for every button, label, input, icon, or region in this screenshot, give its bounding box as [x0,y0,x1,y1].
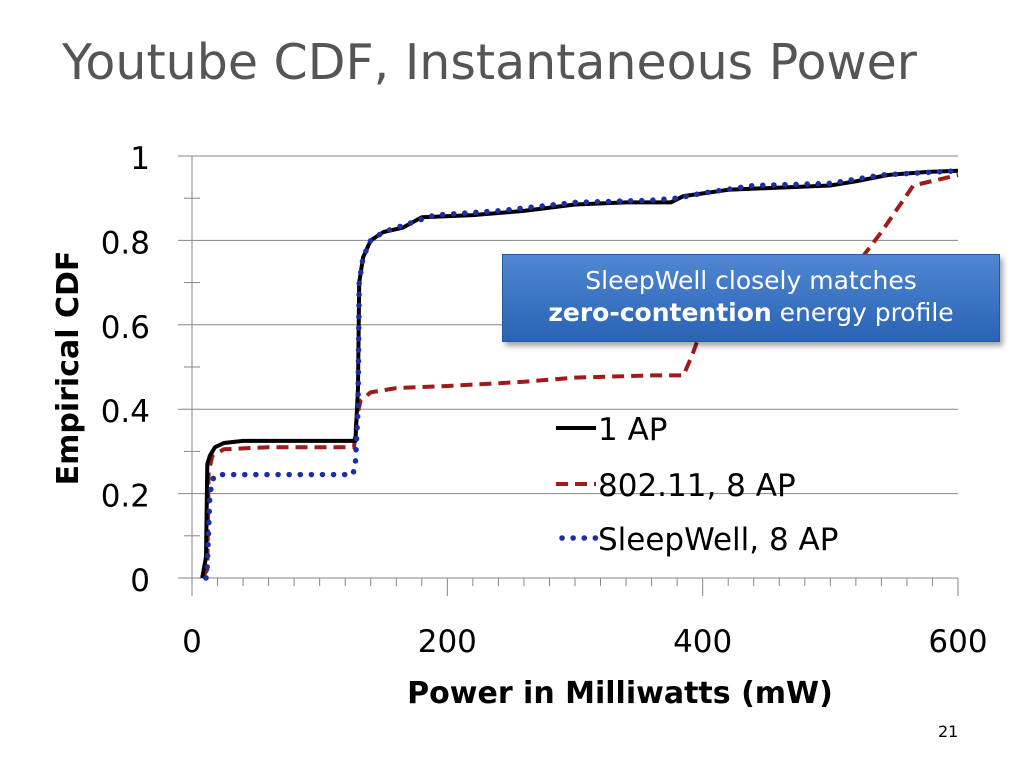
tick-labels: 0 0.2 0.4 0.6 0.8 1 0 200 400 600 [101,141,988,660]
legend-label: 1 AP [598,412,667,448]
y-axis-title: Empirical CDF [51,251,86,486]
callout-line-1: SleepWell closely matches [585,266,917,295]
y-tick-label: 0.8 [101,225,150,261]
callout-line-2-rest: energy profile [771,298,954,327]
y-tick-label: 0.2 [101,479,150,515]
series-line-2 [203,168,961,581]
x-tick-label: 200 [418,624,477,660]
callout-line-2: zero-contention energy profile [503,297,999,329]
callout-box: SleepWell closely matches zero-contentio… [502,254,1000,342]
y-tick-label: 0.4 [101,394,150,430]
legend-label: 802.11, 8 AP [598,468,796,504]
series-line-1 [200,173,959,580]
y-tick-label: 1 [130,141,150,177]
y-tick-label: 0 [130,563,150,599]
x-tick-label: 0 [182,624,202,660]
grid-lines [178,155,959,596]
x-tick-label: 600 [928,624,987,660]
legend: 1 AP 802.11, 8 AP SleepWell, 8 AP [556,412,838,558]
axes [178,156,958,579]
y-tick-label: 0.6 [101,310,150,346]
slide-number: 21 [938,722,959,741]
series-lines [200,168,961,581]
x-axis-title: Power in Milliwatts (mW) [407,676,833,711]
slide-title: Youtube CDF, Instantaneous Power [62,34,917,91]
series-line-0 [200,168,959,579]
x-tick-label: 400 [673,624,732,660]
legend-label: SleepWell, 8 AP [598,522,838,558]
callout-emphasis: zero-contention [548,298,772,327]
